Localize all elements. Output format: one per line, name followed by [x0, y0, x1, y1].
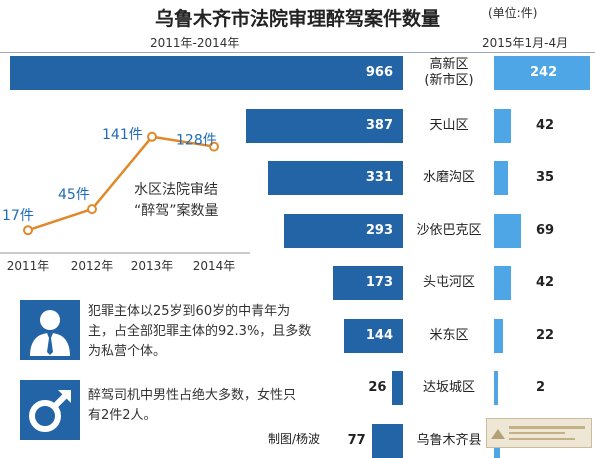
- bar-right-label-0: 242: [530, 65, 558, 80]
- bar-left-label-4: 173: [365, 275, 393, 290]
- note-age: 犯罪主体以25岁到60岁的中青年为主，占全部犯罪主体的92.3%，且多数为私营个…: [88, 304, 312, 359]
- person-icon: [30, 310, 70, 356]
- district-label-4: 头屯河区: [404, 275, 494, 291]
- bar-right-label-2: 35: [536, 170, 555, 185]
- annotation-line-2: “醉驾”案数量: [134, 203, 219, 219]
- district-label-line-0-1: (新市区): [424, 73, 474, 88]
- bar-left-label-7: 77: [347, 432, 366, 448]
- bar-right-label-4: 42: [536, 275, 555, 290]
- bar-left-3: [283, 213, 403, 248]
- line-point-0: [23, 225, 33, 236]
- bar-right-label-3: 69: [536, 222, 555, 238]
- bar-right-label-6: 2: [536, 380, 546, 395]
- line-data-label-2: 141件: [102, 127, 143, 143]
- bar-left-6: [392, 371, 403, 405]
- period-left-label: 2011年-2014年: [150, 36, 240, 50]
- bar-left-label-1: 387: [365, 117, 393, 133]
- line-x-tick-0: 2011年: [7, 259, 50, 273]
- district-label-5: 米东区: [404, 328, 494, 344]
- period-right-label: 2015年1月-4月: [482, 36, 569, 50]
- district-label-line-3-0: 沙依巴克区: [416, 222, 482, 238]
- line-data-label-0: 17件: [2, 208, 34, 224]
- bar-left-label-2: 331: [365, 170, 393, 185]
- line-data-label-1: 45件: [58, 187, 90, 203]
- line-point-1: [87, 204, 97, 215]
- male-symbol-icon-box: [20, 380, 80, 440]
- district-label-0: 高新区 (新市区): [404, 57, 494, 89]
- bar-right-4: [494, 266, 511, 300]
- bar-right-5: [494, 318, 503, 353]
- bar-left-0: [10, 56, 403, 90]
- district-label-7: 乌鲁木齐县: [404, 433, 494, 449]
- line-chart: 17件 2011年 45件 2012年 141件 2013年 128件 2014年: [0, 127, 250, 273]
- watermark-graphic: [491, 426, 585, 440]
- district-label-line-5-0: 米东区: [429, 327, 469, 343]
- credit: 制图/杨波: [268, 432, 321, 446]
- district-label-line-6-0: 达坂城区: [422, 380, 475, 395]
- bar-right-1: [494, 108, 511, 143]
- bar-left-label-0: 966: [365, 65, 393, 80]
- line-x-tick-3: 2014年: [193, 259, 236, 273]
- bar-left-4: [332, 266, 403, 300]
- bar-right-6: [494, 371, 498, 405]
- district-label-line-1-0: 天山区: [429, 117, 469, 133]
- bar-left-7: [371, 423, 403, 458]
- watermark-logo: [486, 418, 592, 448]
- bar-left-1: [245, 108, 403, 143]
- bar-left-label-6: 26: [368, 380, 387, 395]
- line-point-3: [209, 141, 219, 152]
- bar-left-label-3: 293: [365, 222, 393, 238]
- district-label-line-7-0: 乌鲁木齐县: [416, 432, 482, 448]
- bar-right-label-5: 22: [536, 327, 555, 343]
- district-label-6: 达坂城区: [404, 380, 494, 396]
- line-series: [27, 135, 215, 232]
- bar-right-2: [494, 161, 508, 195]
- note-gender: 醉驾司机中男性占绝大多数，女性只有2件2人。: [88, 388, 297, 423]
- bar-right-3: [494, 213, 522, 248]
- line-x-tick-1: 2012年: [71, 259, 114, 273]
- line-x-tick-2: 2013年: [131, 259, 174, 273]
- person-icon-box: [20, 300, 80, 360]
- annotation-line-1: 水区法院审结: [134, 182, 218, 198]
- district-label-3: 沙依巴克区: [404, 223, 494, 239]
- district-label-line-0-0: 高新区: [429, 57, 469, 72]
- chart-title: 乌鲁木齐市法院审理醉驾案件数量: [154, 8, 440, 30]
- district-label-line-2-0: 水磨沟区: [422, 170, 475, 185]
- bar-left-5: [344, 318, 403, 353]
- bar-left-label-5: 144: [365, 327, 393, 343]
- line-data-label-3: 128件: [176, 133, 217, 149]
- divider: [0, 52, 595, 53]
- district-label-2: 水磨沟区: [404, 170, 494, 186]
- unit-label: (单位:件): [488, 6, 538, 20]
- male-symbol-icon: [29, 390, 71, 432]
- line-chart-annotation: 水区法院审结 “醉驾”案数量: [134, 180, 219, 222]
- line-point-2: [147, 131, 157, 142]
- bar-left-2: [268, 161, 403, 195]
- bar-right-label-1: 42: [536, 117, 555, 133]
- district-label-line-4-0: 头屯河区: [422, 275, 475, 290]
- district-label-1: 天山区: [404, 118, 494, 134]
- bar-right-0: [494, 56, 590, 90]
